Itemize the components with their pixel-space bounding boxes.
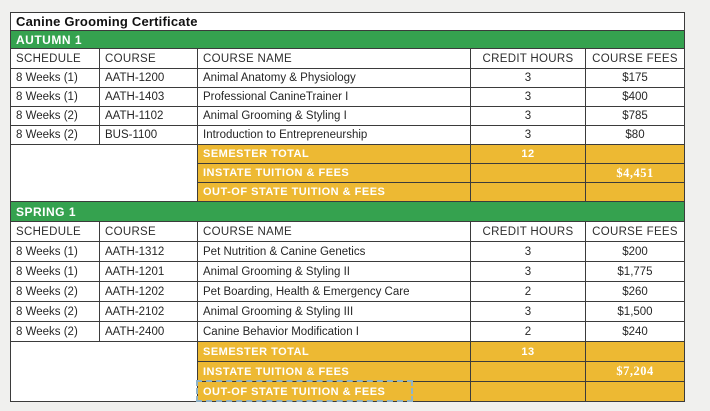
instate-tuition-credits[interactable]	[470, 361, 586, 382]
certificate-spreadsheet: Canine Grooming Certificate AUTUMN 1 SCH…	[10, 12, 685, 402]
instate-tuition-credits[interactable]	[470, 163, 586, 183]
instate-tuition-fees[interactable]: $7,204	[585, 361, 685, 382]
outstate-tuition-credits[interactable]	[470, 381, 586, 402]
cell-course-name[interactable]: Animal Grooming & Styling I	[197, 106, 471, 126]
cell-credit-hours[interactable]: 3	[470, 125, 586, 145]
cell-credit-hours[interactable]: 3	[470, 68, 586, 88]
cell-course-fees[interactable]: $240	[585, 321, 685, 342]
col-header-credit-hours[interactable]: CREDIT HOURS	[470, 221, 586, 242]
cell-course-fees[interactable]: $80	[585, 125, 685, 145]
section-band-autumn[interactable]: AUTUMN 1	[10, 30, 685, 49]
table-row: 8 Weeks (1) AATH-1200 Animal Anatomy & P…	[10, 68, 685, 88]
cell-schedule[interactable]: 8 Weeks (1)	[10, 68, 100, 88]
outstate-tuition-credits[interactable]	[470, 182, 586, 202]
outstate-tuition-label[interactable]: OUT-OF STATE TUITION & FEES	[197, 182, 471, 202]
table-row: 8 Weeks (1) AATH-1403 Professional Canin…	[10, 87, 685, 107]
instate-tuition-label[interactable]: INSTATE TUITION & FEES	[197, 163, 471, 183]
cell-course-name[interactable]: Pet Nutrition & Canine Genetics	[197, 241, 471, 262]
table-row: 8 Weeks (2) AATH-1102 Animal Grooming & …	[10, 106, 685, 126]
cell-schedule[interactable]: 8 Weeks (1)	[10, 261, 100, 282]
table-row: INSTATE TUITION & FEES $7,204	[11, 361, 685, 382]
cell-course-name[interactable]: Canine Behavior Modification I	[197, 321, 471, 342]
col-header-schedule[interactable]: SCHEDULE	[10, 48, 100, 69]
semester-total-fees[interactable]	[585, 144, 685, 164]
section-band-spring[interactable]: SPRING 1	[10, 201, 685, 222]
cell-schedule[interactable]: 8 Weeks (2)	[10, 125, 100, 145]
totals-blank-area[interactable]	[10, 341, 198, 402]
cell-credit-hours[interactable]: 3	[470, 261, 586, 282]
table-row: SEMESTER TOTAL 13	[10, 341, 685, 402]
cell-course-name[interactable]: Introduction to Entrepreneurship	[197, 125, 471, 145]
cell-course[interactable]: AATH-1201	[99, 261, 198, 282]
cell-course-name[interactable]: Professional CanineTrainer I	[197, 87, 471, 107]
col-header-course-name[interactable]: COURSE NAME	[197, 48, 471, 69]
cell-schedule[interactable]: 8 Weeks (1)	[10, 87, 100, 107]
cell-course[interactable]: AATH-2400	[99, 321, 198, 342]
cell-schedule[interactable]: 8 Weeks (2)	[10, 106, 100, 126]
cell-course-name[interactable]: Animal Grooming & Styling II	[197, 261, 471, 282]
table-row: 8 Weeks (2) BUS-1100 Introduction to Ent…	[10, 125, 685, 145]
cell-course-name[interactable]: Animal Anatomy & Physiology	[197, 68, 471, 88]
cell-schedule[interactable]: 8 Weeks (2)	[10, 281, 100, 302]
cell-course-fees[interactable]: $175	[585, 68, 685, 88]
outstate-tuition-label[interactable]: OUT-OF STATE TUITION & FEES	[196, 380, 471, 402]
table-row: 8 Weeks (1) AATH-1312 Pet Nutrition & Ca…	[10, 241, 685, 262]
cell-schedule[interactable]: 8 Weeks (2)	[10, 321, 100, 342]
outstate-tuition-fees[interactable]	[585, 381, 685, 402]
col-header-course-fees[interactable]: COURSE FEES	[585, 48, 685, 69]
totals-blank-area[interactable]	[10, 144, 198, 202]
table-row: SEMESTER TOTAL 12	[10, 144, 685, 202]
cell-course[interactable]: BUS-1100	[99, 125, 198, 145]
cell-course-fees[interactable]: $785	[585, 106, 685, 126]
cell-course[interactable]: AATH-2102	[99, 301, 198, 322]
cell-credit-hours[interactable]: 3	[470, 241, 586, 262]
table-row: 8 Weeks (2) AATH-1202 Pet Boarding, Heal…	[10, 281, 685, 302]
outstate-tuition-fees[interactable]	[585, 182, 685, 202]
cell-course-fees[interactable]: $260	[585, 281, 685, 302]
cell-course-fees[interactable]: $1,775	[585, 261, 685, 282]
col-header-credit-hours[interactable]: CREDIT HOURS	[470, 48, 586, 69]
table-row: 8 Weeks (1) AATH-1201 Animal Grooming & …	[10, 261, 685, 282]
col-header-course-name[interactable]: COURSE NAME	[197, 221, 471, 242]
cell-course[interactable]: AATH-1200	[99, 68, 198, 88]
cell-course[interactable]: AATH-1403	[99, 87, 198, 107]
col-header-course-fees[interactable]: COURSE FEES	[585, 221, 685, 242]
table-row: OUT-OF STATE TUITION & FEES	[11, 182, 685, 202]
semester-total-label[interactable]: SEMESTER TOTAL	[197, 341, 471, 362]
col-header-course[interactable]: COURSE	[99, 48, 198, 69]
certificate-table: Canine Grooming Certificate AUTUMN 1 SCH…	[10, 12, 685, 402]
cell-course-name[interactable]: Animal Grooming & Styling III	[197, 301, 471, 322]
instate-tuition-label[interactable]: INSTATE TUITION & FEES	[197, 361, 471, 382]
sheet-title[interactable]: Canine Grooming Certificate	[10, 12, 685, 31]
semester-total-credits[interactable]: 13	[470, 341, 586, 362]
cell-credit-hours[interactable]: 3	[470, 87, 586, 107]
cell-credit-hours[interactable]: 2	[470, 281, 586, 302]
col-header-schedule[interactable]: SCHEDULE	[10, 221, 100, 242]
cell-course[interactable]: AATH-1312	[99, 241, 198, 262]
table-row: OUT-OF STATE TUITION & FEES	[11, 380, 685, 402]
instate-tuition-fees[interactable]: $4,451	[585, 163, 685, 183]
semester-total-fees[interactable]	[585, 341, 685, 362]
outstate-tuition-label-text: OUT-OF STATE TUITION & FEES	[203, 385, 386, 398]
cell-course[interactable]: AATH-1202	[99, 281, 198, 302]
cell-course[interactable]: AATH-1102	[99, 106, 198, 126]
table-row: 8 Weeks (2) AATH-2400 Canine Behavior Mo…	[10, 321, 685, 342]
cell-schedule[interactable]: 8 Weeks (1)	[10, 241, 100, 262]
table-row: 8 Weeks (2) AATH-2102 Animal Grooming & …	[10, 301, 685, 322]
cell-course-name[interactable]: Pet Boarding, Health & Emergency Care	[197, 281, 471, 302]
cell-course-fees[interactable]: $1,500	[585, 301, 685, 322]
cell-credit-hours[interactable]: 3	[470, 301, 586, 322]
col-header-course[interactable]: COURSE	[99, 221, 198, 242]
cell-credit-hours[interactable]: 2	[470, 321, 586, 342]
cell-credit-hours[interactable]: 3	[470, 106, 586, 126]
cell-course-fees[interactable]: $200	[585, 241, 685, 262]
cell-course-fees[interactable]: $400	[585, 87, 685, 107]
semester-total-credits[interactable]: 12	[470, 144, 586, 164]
semester-total-label[interactable]: SEMESTER TOTAL	[197, 144, 471, 164]
cell-schedule[interactable]: 8 Weeks (2)	[10, 301, 100, 322]
